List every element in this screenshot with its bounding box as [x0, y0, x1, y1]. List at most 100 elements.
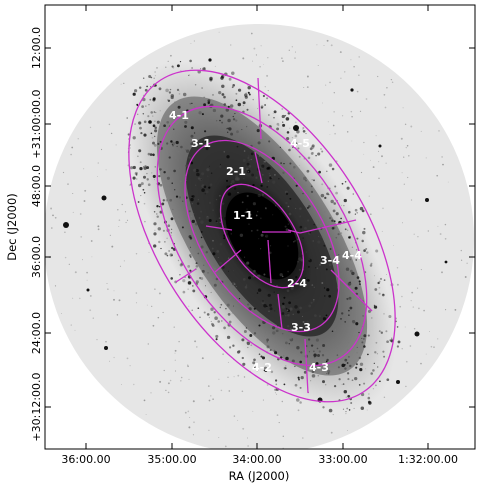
galaxy-speck	[342, 383, 345, 385]
galaxy-speck	[269, 349, 272, 352]
galaxy-speck	[235, 119, 238, 122]
plot-frame	[44, 4, 476, 450]
sky-grain	[212, 398, 214, 400]
galaxy-speck	[147, 152, 151, 156]
galaxy-speck	[139, 126, 142, 130]
sky-grain	[210, 320, 212, 323]
sky-grain	[334, 132, 336, 135]
galaxy-speck	[289, 162, 292, 165]
galaxy-speck	[220, 76, 224, 80]
sky-grain	[196, 346, 198, 348]
galaxy-speck	[178, 196, 182, 199]
sky-grain	[363, 153, 365, 155]
galaxy-speck	[200, 245, 204, 249]
galaxy-speck	[208, 165, 211, 167]
sky-grain	[231, 312, 233, 314]
sky-grain	[376, 353, 379, 355]
galaxy-speck	[148, 104, 150, 106]
sky-grain	[173, 326, 175, 328]
galaxy-speck	[139, 161, 142, 164]
sky-grain	[346, 312, 349, 314]
galaxy-speck	[152, 124, 156, 128]
sky-grain	[242, 104, 245, 107]
sky-grain	[152, 324, 155, 327]
galaxy-speck	[153, 211, 156, 213]
galaxy-speck	[138, 86, 142, 89]
sky-grain	[346, 131, 349, 133]
galaxy-speck	[261, 224, 266, 228]
sky-grain	[135, 302, 138, 304]
galaxy-speck	[350, 402, 353, 404]
sky-grain	[355, 248, 358, 251]
galaxy-speck	[148, 74, 152, 79]
galaxy-speck	[355, 255, 358, 258]
galaxy-speck	[258, 324, 261, 327]
galaxy-speck	[241, 356, 244, 360]
sky-grain	[126, 219, 129, 221]
sky-grain	[282, 60, 284, 62]
sky-grain	[119, 265, 122, 267]
sky-grain	[356, 212, 359, 214]
sky-grain	[454, 309, 457, 311]
sky-grain	[263, 273, 266, 276]
label-4-4: 4-4	[342, 249, 362, 262]
sky-grain	[201, 357, 204, 360]
galaxy-speck	[207, 99, 211, 103]
galaxy-speck	[324, 196, 327, 200]
sky-grain	[282, 435, 285, 438]
galaxy-speck	[348, 309, 350, 312]
galaxy-speck	[283, 296, 286, 299]
galaxy-speck	[204, 130, 207, 133]
sky-grain	[77, 138, 79, 140]
sky-grain	[316, 222, 319, 224]
y-tick-label: 24:00.0	[30, 312, 43, 354]
sky-grain	[74, 271, 77, 274]
sky-grain	[118, 299, 121, 302]
galaxy-speck	[382, 350, 385, 353]
sky-grain	[233, 415, 236, 417]
galaxy-speck	[156, 120, 160, 124]
galaxy-speck	[234, 285, 236, 287]
sky-grain	[188, 305, 190, 307]
sky-grain	[336, 347, 338, 350]
galaxy-speck	[226, 127, 228, 130]
galaxy-speck	[345, 267, 350, 271]
x-tick-label: 1:32:00.00	[398, 453, 458, 466]
sky-grain	[60, 312, 63, 315]
sky-grain	[339, 51, 342, 54]
galaxy-speck	[317, 240, 321, 244]
sky-grain	[302, 321, 305, 323]
galaxy-speck	[266, 338, 269, 342]
galaxy-speck	[346, 298, 349, 301]
sky-grain	[72, 297, 74, 299]
sky-grain	[70, 324, 72, 326]
sky-grain	[347, 342, 350, 344]
sky-grain	[223, 151, 226, 153]
galaxy-speck	[308, 259, 310, 261]
galaxy-speck	[168, 91, 172, 94]
galaxy-speck	[134, 171, 138, 176]
sky-grain	[402, 222, 404, 224]
sky-grain	[96, 175, 98, 177]
galaxy-speck	[321, 354, 325, 357]
sky-grain	[404, 326, 406, 328]
sky-grain	[230, 183, 232, 185]
galaxy-speck	[228, 185, 231, 188]
galaxy-speck	[171, 228, 173, 230]
galaxy-speck	[257, 108, 259, 110]
galaxy-speck	[211, 324, 215, 327]
galaxy-speck	[285, 117, 290, 121]
galaxy-speck	[291, 232, 293, 234]
sky-grain	[396, 267, 399, 269]
galaxy-speck	[200, 220, 204, 224]
galaxy-speck	[293, 165, 296, 169]
sky-grain	[370, 159, 371, 161]
galaxy-speck	[284, 114, 287, 117]
galaxy-speck	[260, 105, 264, 109]
sky-grain	[375, 135, 377, 137]
galaxy-speck	[210, 291, 212, 293]
sky-grain	[326, 39, 329, 42]
galaxy-speck	[313, 179, 315, 182]
sky-grain	[105, 340, 107, 343]
galaxy-speck	[165, 66, 167, 68]
